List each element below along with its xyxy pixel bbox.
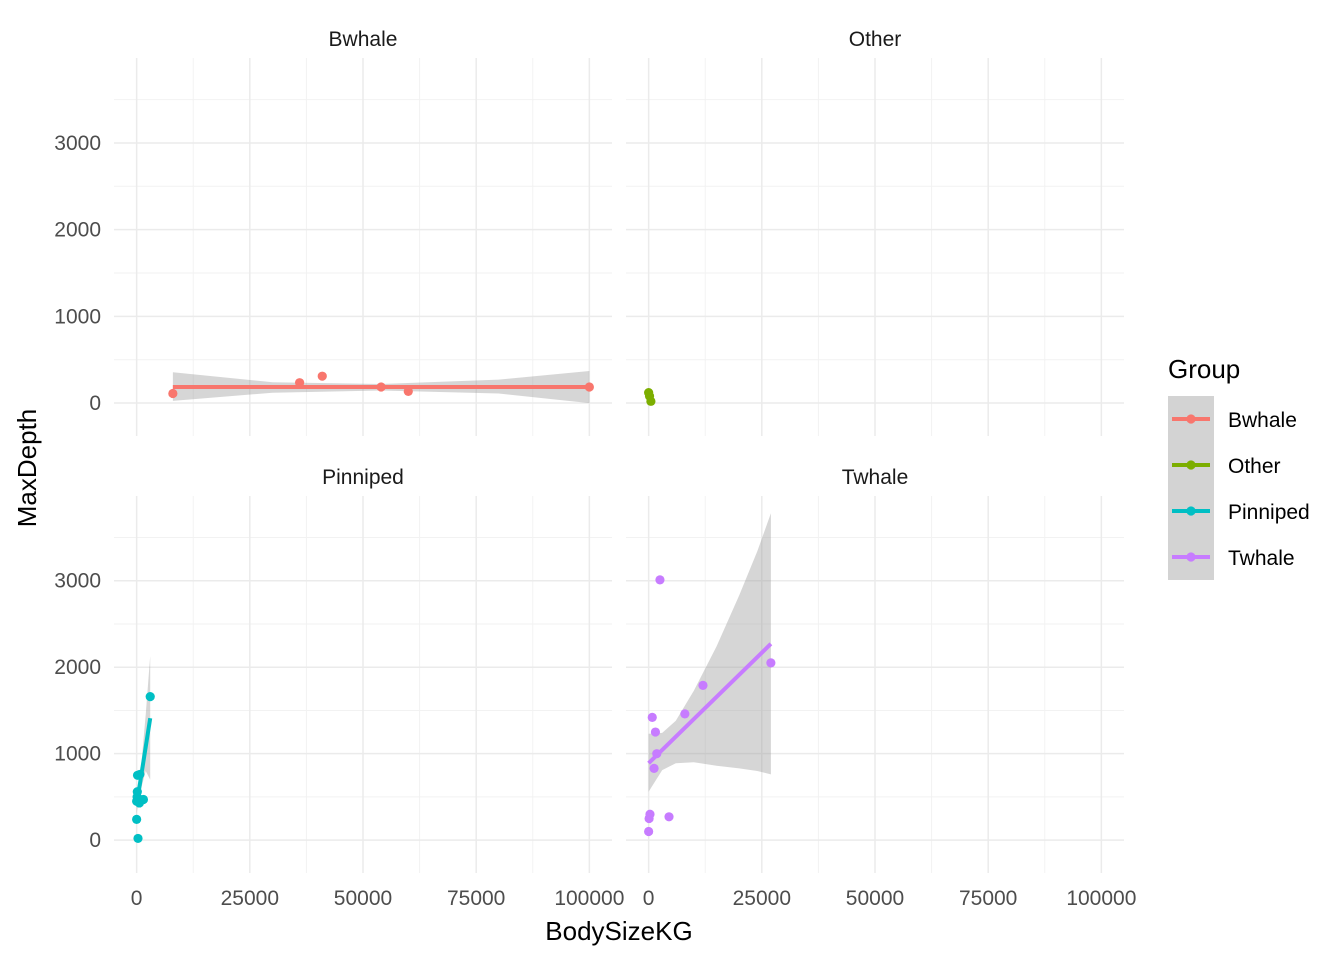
facet-title: Other <box>849 28 902 51</box>
fit-line <box>647 642 773 765</box>
legend-label-other: Other <box>1228 455 1281 478</box>
data-point <box>645 809 655 819</box>
x-tick-label: 50000 <box>334 887 392 910</box>
y-tick-label: 3000 <box>54 570 101 593</box>
legend-label-pinniped: Pinniped <box>1228 501 1310 524</box>
legend-key-point <box>1186 552 1196 562</box>
legend-label-bwhale: Bwhale <box>1228 409 1297 432</box>
data-point <box>132 787 142 797</box>
data-point <box>646 396 656 406</box>
x-tick-label: 50000 <box>846 887 904 910</box>
legend-key-point <box>1186 506 1196 516</box>
data-point <box>652 749 662 759</box>
x-tick-label: 0 <box>131 887 143 910</box>
data-point <box>135 769 145 780</box>
facet-panel-twhale: Twhale 0 25000 50000 75000 100000 <box>626 466 1136 910</box>
x-tick-label: 100000 <box>554 887 624 910</box>
data-point <box>664 812 674 822</box>
y-tick-label: 1000 <box>54 305 101 328</box>
x-tick-label: 25000 <box>733 887 791 910</box>
data-point <box>168 388 178 399</box>
legend: Group Bwhale Other Pinniped Twhale <box>1168 354 1310 580</box>
facet-panels: Bwhale 0 1000 2000 3000 Other Pinniped 0 1000 200… <box>54 28 1136 910</box>
legend-key-point <box>1186 414 1196 424</box>
y-axis-title: MaxDepth <box>12 409 42 528</box>
data-point <box>132 814 142 824</box>
data-point <box>295 378 305 388</box>
data-point <box>680 709 690 719</box>
data-point <box>698 680 708 690</box>
facet-panel-bwhale: Bwhale 0 1000 2000 3000 <box>54 28 612 436</box>
facet-title: Bwhale <box>329 28 398 51</box>
x-tick-label: 75000 <box>447 887 505 910</box>
facet-title: Pinniped <box>322 466 404 489</box>
facet-panel-other: Other <box>626 28 1124 436</box>
y-tick-label: 0 <box>89 392 101 415</box>
data-point <box>647 712 657 722</box>
facet-title: Twhale <box>842 466 909 489</box>
data-point <box>650 727 661 737</box>
data-point <box>133 833 143 844</box>
facet-panel-pinniped: Pinniped 0 1000 2000 3000 0 25000 50000 75000 100… <box>54 466 624 910</box>
x-tick-label: 25000 <box>221 887 279 910</box>
data-point <box>649 763 659 773</box>
y-tick-label: 3000 <box>54 132 101 155</box>
data-point <box>138 794 149 805</box>
legend-label-twhale: Twhale <box>1228 547 1295 570</box>
legend-key-point <box>1186 460 1196 470</box>
data-point <box>584 382 594 392</box>
data-point <box>145 692 155 702</box>
data-point <box>644 826 654 837</box>
x-tick-label: 0 <box>643 887 655 910</box>
legend-title: Group <box>1168 354 1240 384</box>
y-tick-label: 2000 <box>54 219 101 242</box>
y-tick-label: 1000 <box>54 743 101 766</box>
y-tick-label: 0 <box>89 829 101 852</box>
x-tick-label: 75000 <box>959 887 1017 910</box>
legend-key-background <box>1168 396 1214 580</box>
data-point <box>317 371 327 381</box>
data-point <box>403 386 413 396</box>
data-point <box>376 382 386 392</box>
x-axis-title: BodySizeKG <box>545 916 692 946</box>
data-point <box>655 575 665 585</box>
x-tick-label: 100000 <box>1066 887 1136 910</box>
confidence-band <box>648 513 771 792</box>
data-point <box>766 658 776 668</box>
y-tick-label: 2000 <box>54 656 101 679</box>
